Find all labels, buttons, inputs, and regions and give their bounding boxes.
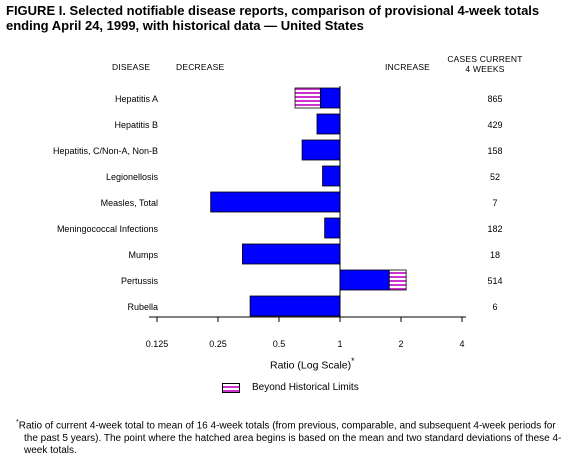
bar-4 <box>210 191 341 213</box>
legend-label: Beyond Historical Limits <box>252 382 359 393</box>
cases-count-5: 182 <box>487 224 502 234</box>
cases-count-4: 7 <box>492 198 497 208</box>
x-tick-label-5: 4 <box>459 339 464 349</box>
x-axis-label: Ratio (Log Scale)* <box>270 356 355 372</box>
disease-label-6: Mumps <box>128 250 158 260</box>
x-tick-label-0: 0.125 <box>146 339 169 349</box>
disease-column-header: DISEASE <box>112 62 151 72</box>
x-tick-label-3: 1 <box>337 339 342 349</box>
x-tick-label-4: 2 <box>398 339 403 349</box>
footnote-mark: * <box>16 419 19 426</box>
cases-current-header-line1: CASES CURRENT <box>447 54 523 64</box>
disease-label-3: Legionellosis <box>106 172 159 182</box>
bar-1 <box>316 113 341 135</box>
disease-label-7: Pertussis <box>121 276 159 286</box>
increase-header: INCREASE <box>385 62 431 72</box>
disease-label-0: Hepatitis A <box>115 94 158 104</box>
disease-label-5: Meningococcal Infections <box>57 224 159 234</box>
cases-count-6: 18 <box>490 250 500 260</box>
bar-6 <box>242 243 341 265</box>
x-axis-label-text: Ratio (Log Scale) <box>270 359 352 372</box>
cases-count-0: 865 <box>487 94 502 104</box>
bar-0 <box>319 87 341 109</box>
cases-current-header-line2: 4 WEEKS <box>465 64 505 74</box>
decrease-header: DECREASE <box>176 62 225 72</box>
legend-hatch-swatch <box>222 383 240 393</box>
bar-3 <box>322 165 341 187</box>
bar-8 <box>249 295 341 317</box>
x-tick-label-2: 0.5 <box>273 339 286 349</box>
figure-title: FIGURE I. Selected notifiable disease re… <box>6 3 540 33</box>
cases-count-1: 429 <box>487 120 502 130</box>
x-tick-label-1: 0.25 <box>209 339 227 349</box>
cases-count-7: 514 <box>487 276 502 286</box>
disease-label-4: Measles, Total <box>101 198 158 208</box>
disease-label-1: Hepatitis B <box>114 120 158 130</box>
cases-count-3: 52 <box>490 172 500 182</box>
cases-current-header: CASES CURRENT 4 WEEKS <box>440 54 530 74</box>
disease-label-8: Rubella <box>127 302 158 312</box>
x-axis-label-mark: * <box>351 356 355 366</box>
disease-label-2: Hepatitis, C/Non-A, Non-B <box>53 146 158 156</box>
plot-area: 0.125 0.25 0.5 1 2 4 Hepatitis A 865 Hepatitis B… <box>53 86 503 349</box>
footnote-text: Ratio of current 4-week total to mean of… <box>18 420 562 457</box>
bar-7 <box>339 269 390 291</box>
bar-hatch-7 <box>388 269 407 291</box>
footnote: *Ratio of current 4-week total to mean o… <box>16 417 566 458</box>
bar-5 <box>324 217 341 239</box>
cases-count-8: 6 <box>492 302 497 312</box>
bar-2 <box>301 139 341 161</box>
bar-hatch-0 <box>294 87 321 109</box>
cases-count-2: 158 <box>487 146 502 156</box>
